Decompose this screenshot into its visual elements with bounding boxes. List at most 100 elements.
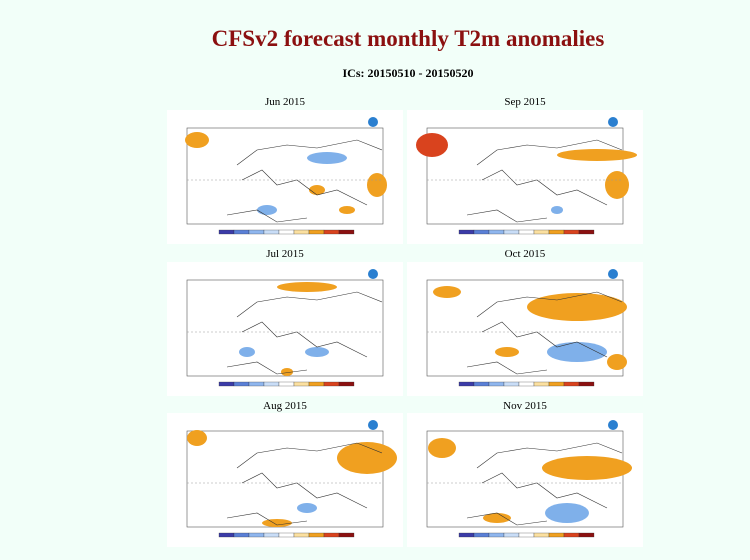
colorbar-cell [308,229,325,235]
colorbar-cell [263,229,280,235]
colorbar-cell [563,381,580,387]
colorbar-cell [308,532,325,538]
colorbar-cell [518,229,535,235]
colorbar-cell [458,229,475,235]
colorbar-cell [248,532,265,538]
colorbar-cell [233,532,250,538]
colorbar-cell [233,381,250,387]
colorbar-cell [248,229,265,235]
colorbar-cell [218,532,235,538]
colorbar-cell [503,532,520,538]
anomaly-area [605,171,629,199]
colorbar-cell [518,381,535,387]
anomaly-area [483,513,511,523]
colorbar-cell [533,381,550,387]
page-subtitle: ICs: 20150510 - 20150520 [342,66,474,80]
colorbar-cell [473,381,490,387]
anomaly-area [433,286,461,298]
anomaly-area [495,347,519,357]
logo [608,269,618,279]
colorbar-cell [263,381,280,387]
anomaly-area [607,354,627,370]
anomaly-area [185,132,209,148]
colorbar-cell [548,229,565,235]
colorbar-cell [488,532,505,538]
anomaly-area [542,456,632,480]
forecast-map [407,110,643,244]
colorbar-cell [503,229,520,235]
forecast-map [407,413,643,547]
anomaly-area [339,206,355,214]
logo [608,117,618,127]
forecast-map [167,110,403,244]
anomaly-area [239,347,255,357]
colorbar-cell [473,532,490,538]
colorbar-cell [338,381,355,387]
anomaly-area [527,293,627,321]
colorbar-cell [338,532,355,538]
colorbar-cell [263,532,280,538]
colorbar-cell [323,381,340,387]
anomaly-area [428,438,456,458]
forecast-map [407,262,643,396]
colorbar-cell [533,229,550,235]
colorbar-cell [278,532,295,538]
page-title: CFSv2 forecast monthly T2m anomalies [211,26,605,51]
anomaly-area [262,519,292,527]
anomaly-area [547,342,607,362]
colorbar-cell [248,381,265,387]
logo [608,420,618,430]
colorbar-cell [548,532,565,538]
colorbar-cell [218,229,235,235]
panel-label: Aug 2015 [263,400,307,412]
colorbar-cell [473,229,490,235]
colorbar-cell [458,532,475,538]
anomaly-area [307,152,347,164]
anomaly-area [297,503,317,513]
colorbar-cell [578,381,595,387]
anomaly-area [337,442,397,474]
colorbar-cell [293,532,310,538]
colorbar-cell [308,381,325,387]
colorbar-cell [488,229,505,235]
colorbar-cell [323,229,340,235]
anomaly-area [367,173,387,197]
colorbar-cell [233,229,250,235]
anomaly-area [416,133,448,157]
anomaly-area [557,149,637,161]
panel-label: Jun 2015 [264,96,306,108]
logo [368,420,378,430]
forecast-map [167,413,403,547]
colorbar-cell [533,532,550,538]
logo [368,269,378,279]
anomaly-area [305,347,329,357]
colorbar-cell [503,381,520,387]
panel-label: Oct 2015 [504,248,546,260]
anomaly-area [277,282,337,292]
anomaly-area [281,368,293,376]
colorbar-cell [578,229,595,235]
colorbar-cell [293,229,310,235]
colorbar-cell [278,381,295,387]
colorbar-cell [488,381,505,387]
colorbar-cell [578,532,595,538]
anomaly-area [257,205,277,215]
anomaly-area [309,185,325,195]
colorbar-cell [338,229,355,235]
panel-label: Sep 2015 [504,96,546,108]
colorbar-cell [563,532,580,538]
colorbar-cell [293,381,310,387]
logo [368,117,378,127]
colorbar-cell [323,532,340,538]
anomaly-area [551,206,563,214]
forecast-map [167,262,403,396]
anomaly-area [187,430,207,446]
anomaly-area [545,503,589,523]
colorbar-cell [563,229,580,235]
panel-label: Nov 2015 [503,400,547,412]
colorbar-cell [518,532,535,538]
colorbar-cell [458,381,475,387]
map-frame [426,127,624,225]
colorbar-cell [218,381,235,387]
